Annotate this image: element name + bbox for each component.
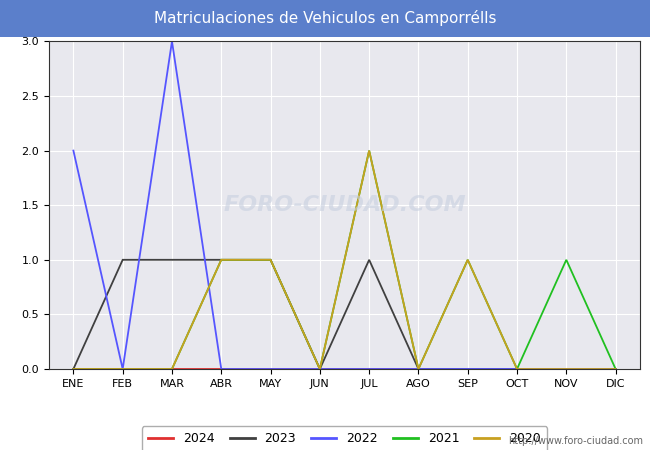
Text: http://www.foro-ciudad.com: http://www.foro-ciudad.com	[508, 436, 644, 446]
Text: Matriculaciones de Vehiculos en Camporrélls: Matriculaciones de Vehiculos en Camporré…	[154, 10, 496, 27]
Text: FORO-CIUDAD.COM: FORO-CIUDAD.COM	[223, 195, 466, 215]
Legend: 2024, 2023, 2022, 2021, 2020: 2024, 2023, 2022, 2021, 2020	[142, 426, 547, 450]
